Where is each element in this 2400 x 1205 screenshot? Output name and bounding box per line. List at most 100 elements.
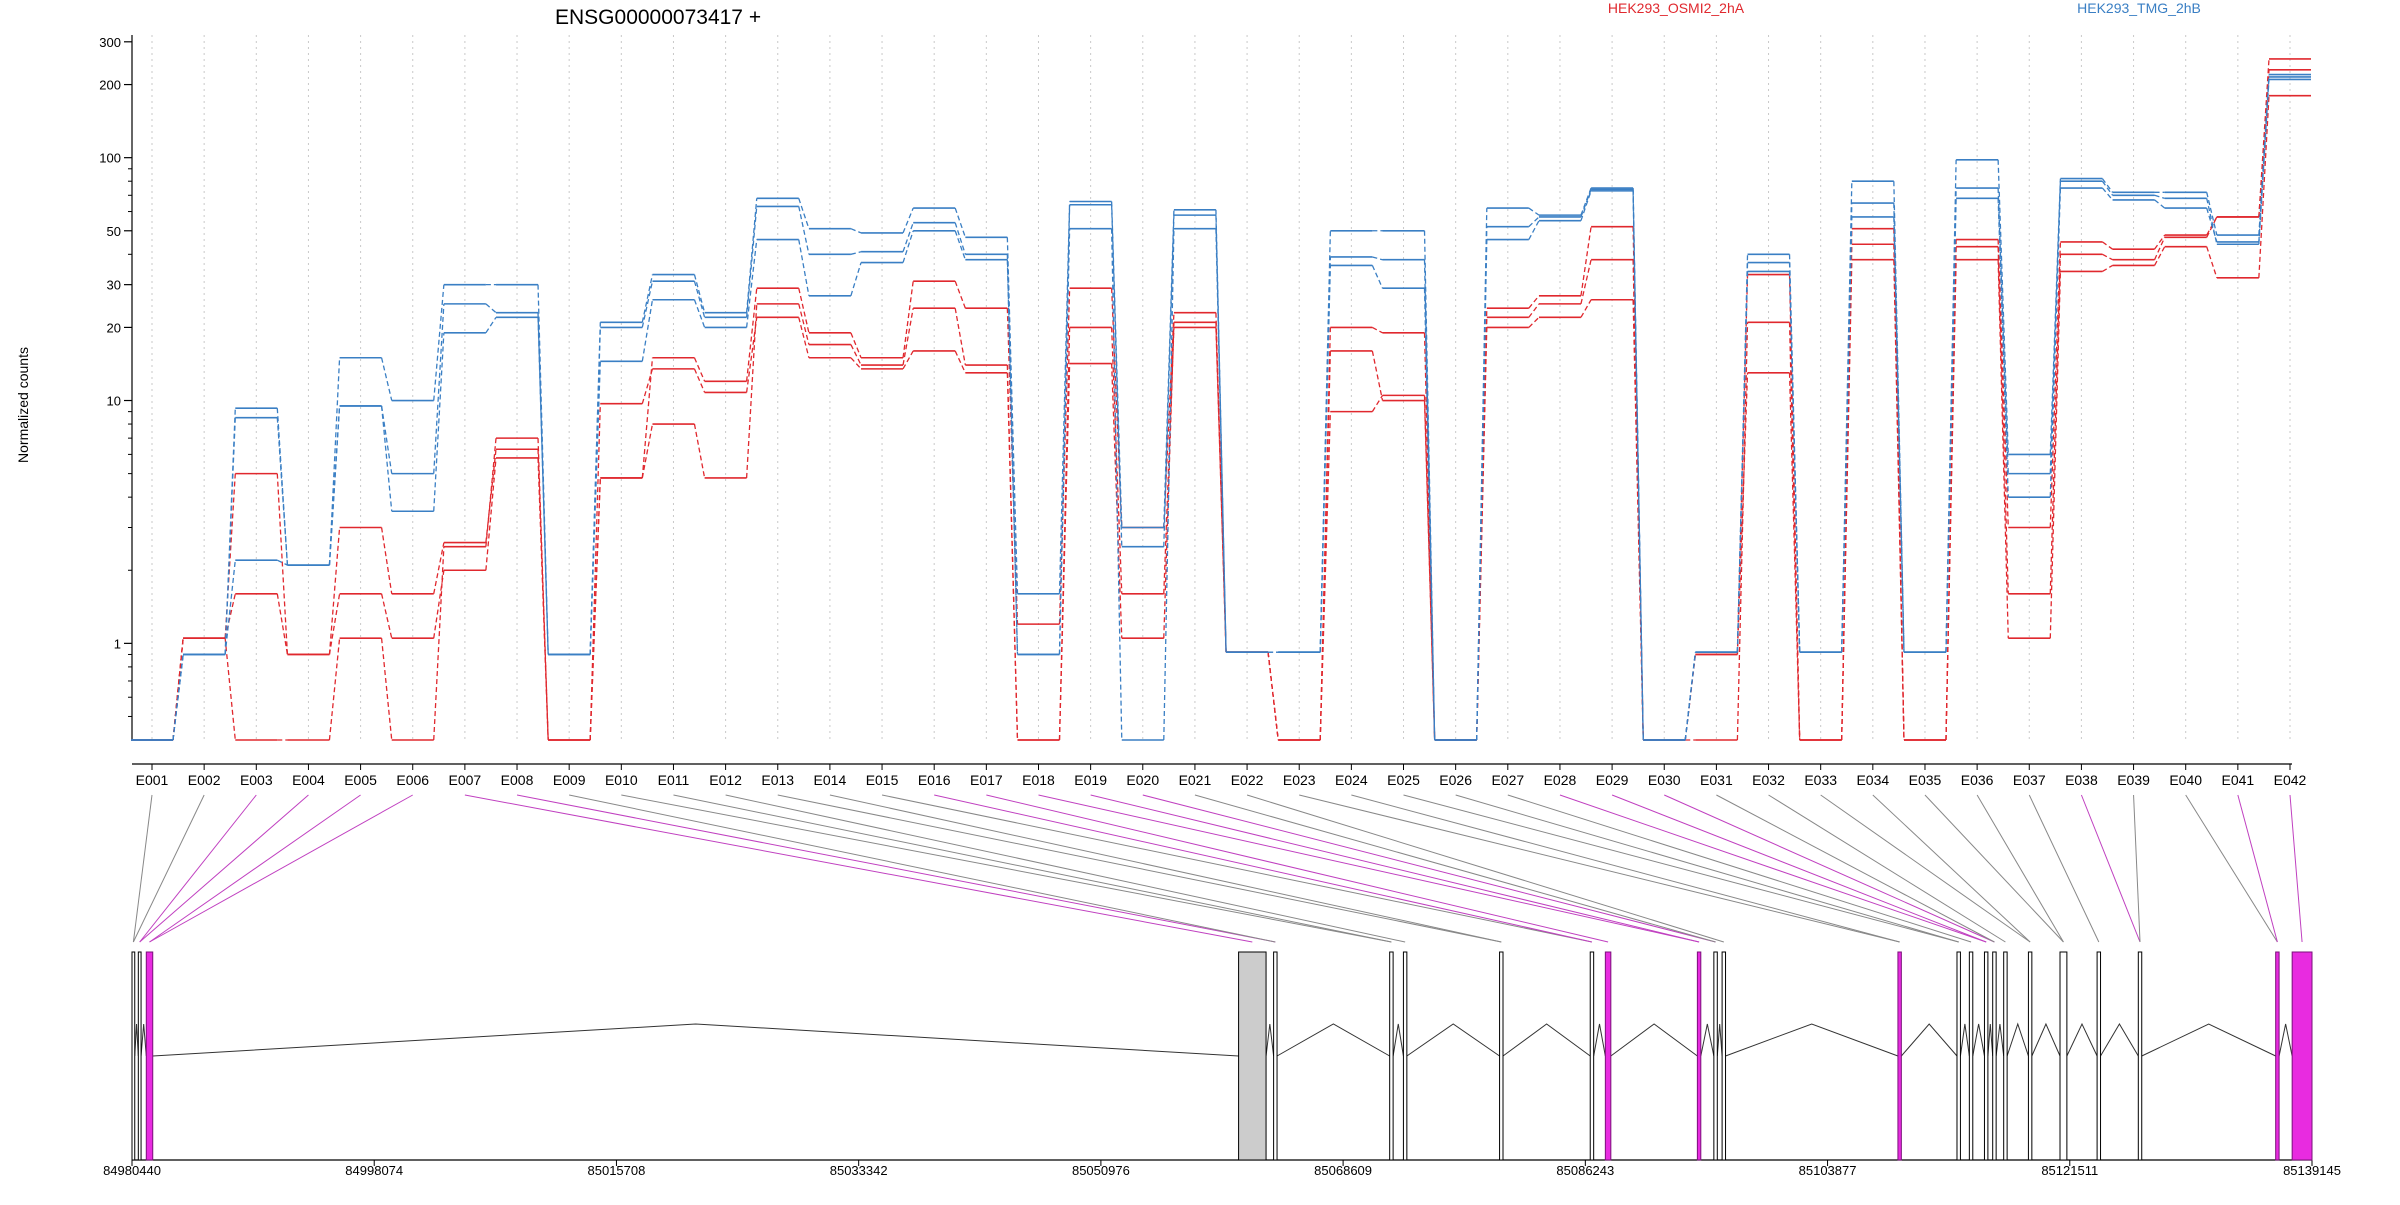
exon-box (1238, 951, 1267, 1161)
intron-line (1716, 1023, 1723, 1057)
axis-layer: 1 10 20 30 50 100 200 300 E001 E002 E003 E004 E005 E0… (99, 35, 2306, 788)
exon-box (2137, 951, 2143, 1161)
series-connector (1423, 259, 1436, 741)
exon-connector-line (1664, 794, 1995, 943)
intron-line (1265, 1023, 1275, 1057)
exon-box (1956, 951, 1961, 1161)
exon-label: E035 (1909, 772, 1942, 788)
coord-tick-label: 85068609 (1314, 1163, 1372, 1178)
intron-line (2278, 1023, 2293, 1057)
exon-box (1713, 951, 1718, 1161)
series-connector (1215, 215, 1227, 653)
exon-connector-line (1924, 794, 2064, 943)
exon-connector-line (1455, 794, 1959, 943)
series-connector (1110, 228, 1123, 741)
exon-box (131, 951, 136, 1161)
series-connector (641, 299, 654, 362)
series-connector (1997, 259, 2009, 639)
exon-connector-line (1142, 794, 1716, 943)
series-connector (1736, 322, 1749, 741)
series-connector (380, 405, 393, 474)
series-connector (380, 357, 393, 401)
series-connector (954, 222, 966, 255)
series-connector (902, 308, 914, 366)
series-connector (1893, 259, 1905, 741)
exon-connector-line (777, 794, 1502, 943)
exon-box (2291, 951, 2313, 1161)
coord-tick-label: 85086243 (1556, 1163, 1614, 1178)
y-tick-label: 200 (99, 78, 121, 93)
exon-box (137, 951, 142, 1161)
series-connector (589, 327, 601, 655)
exon-connector-line (986, 794, 1609, 943)
series-connector (1841, 203, 1853, 653)
exon-label: E025 (1387, 772, 1420, 788)
series-connector (1110, 201, 1123, 528)
series-connector (954, 230, 966, 260)
exon-connector-line (2028, 794, 2100, 943)
exon-connector-line (2080, 794, 2141, 943)
exon-label: E011 (658, 772, 690, 788)
y-tick-label: 100 (99, 151, 121, 166)
series-connector (798, 317, 810, 358)
series-connector (172, 638, 184, 741)
exon-label: E007 (449, 772, 482, 788)
series-connector (328, 638, 341, 741)
series-connector (433, 284, 445, 401)
series-connector (1528, 316, 1540, 328)
series-connector (798, 206, 810, 255)
exon-connector-line (1611, 794, 1987, 943)
intron-line (2141, 1023, 2276, 1057)
series-connector (954, 350, 966, 374)
intron-line (140, 1023, 147, 1057)
series-connector (380, 593, 393, 639)
exon-connector-line (132, 794, 153, 943)
intron-line (1959, 1023, 1970, 1057)
series-connector (1476, 226, 1488, 741)
exon-box (1499, 951, 1504, 1161)
series-connector (693, 423, 706, 479)
series-connector (902, 350, 914, 370)
series-connector (1580, 190, 1592, 221)
series-connector (328, 357, 341, 566)
series-connector (2102, 264, 2113, 273)
series-connector (433, 570, 445, 639)
exon-box (2096, 951, 2102, 1161)
series-connector (850, 357, 862, 370)
series-connector (1997, 159, 2009, 455)
series-connector (1476, 327, 1488, 741)
exon-label: E012 (709, 772, 742, 788)
coord-tick-label: 84998074 (345, 1163, 403, 1178)
series-connector (485, 303, 497, 314)
series-connector (172, 654, 184, 741)
intron-line (1700, 1023, 1715, 1057)
exon-label: E032 (1752, 772, 1785, 788)
gene-model-layer: 84980440 84998074 85015708 85033342 85050976… (103, 951, 2341, 1178)
series-connector (902, 281, 914, 358)
exon-connector-line (621, 794, 1392, 943)
series-connector (1997, 246, 2009, 594)
intron-line (1406, 1023, 1500, 1057)
exon-connector-line (1038, 794, 1700, 943)
series-connector (2049, 254, 2062, 594)
series-connector (954, 207, 966, 238)
exon-connector-line (829, 794, 1502, 943)
series-connector (2049, 181, 2062, 474)
exon-connector-line (1559, 794, 1987, 943)
series-connector (1163, 327, 1175, 594)
series-layer (131, 58, 2311, 741)
series-connector (1580, 226, 1592, 296)
coord-tick-label: 84980440 (103, 1163, 161, 1178)
exon-label: E028 (1544, 772, 1577, 788)
series-connector (1528, 207, 1540, 216)
series-connector (902, 207, 914, 234)
exon-label: E029 (1596, 772, 1629, 788)
series-connector (1788, 271, 1801, 653)
series-connector (276, 417, 289, 566)
exon-connector-line (2237, 794, 2278, 943)
series-connector (2258, 95, 2270, 278)
series-connector (850, 251, 862, 255)
series-connector (798, 198, 810, 229)
coord-tick-label: 85033342 (830, 1163, 888, 1178)
y-tick-label: 20 (107, 320, 121, 335)
